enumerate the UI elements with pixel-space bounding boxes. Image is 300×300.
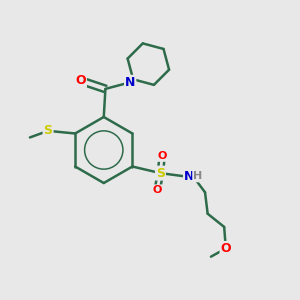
Text: N: N [184,170,194,183]
Text: O: O [75,74,86,87]
Text: S: S [156,167,165,180]
Text: N: N [125,76,135,89]
Text: O: O [158,151,167,161]
Text: S: S [44,124,52,137]
Text: O: O [152,185,162,195]
Text: O: O [220,242,231,255]
Text: H: H [193,171,203,182]
